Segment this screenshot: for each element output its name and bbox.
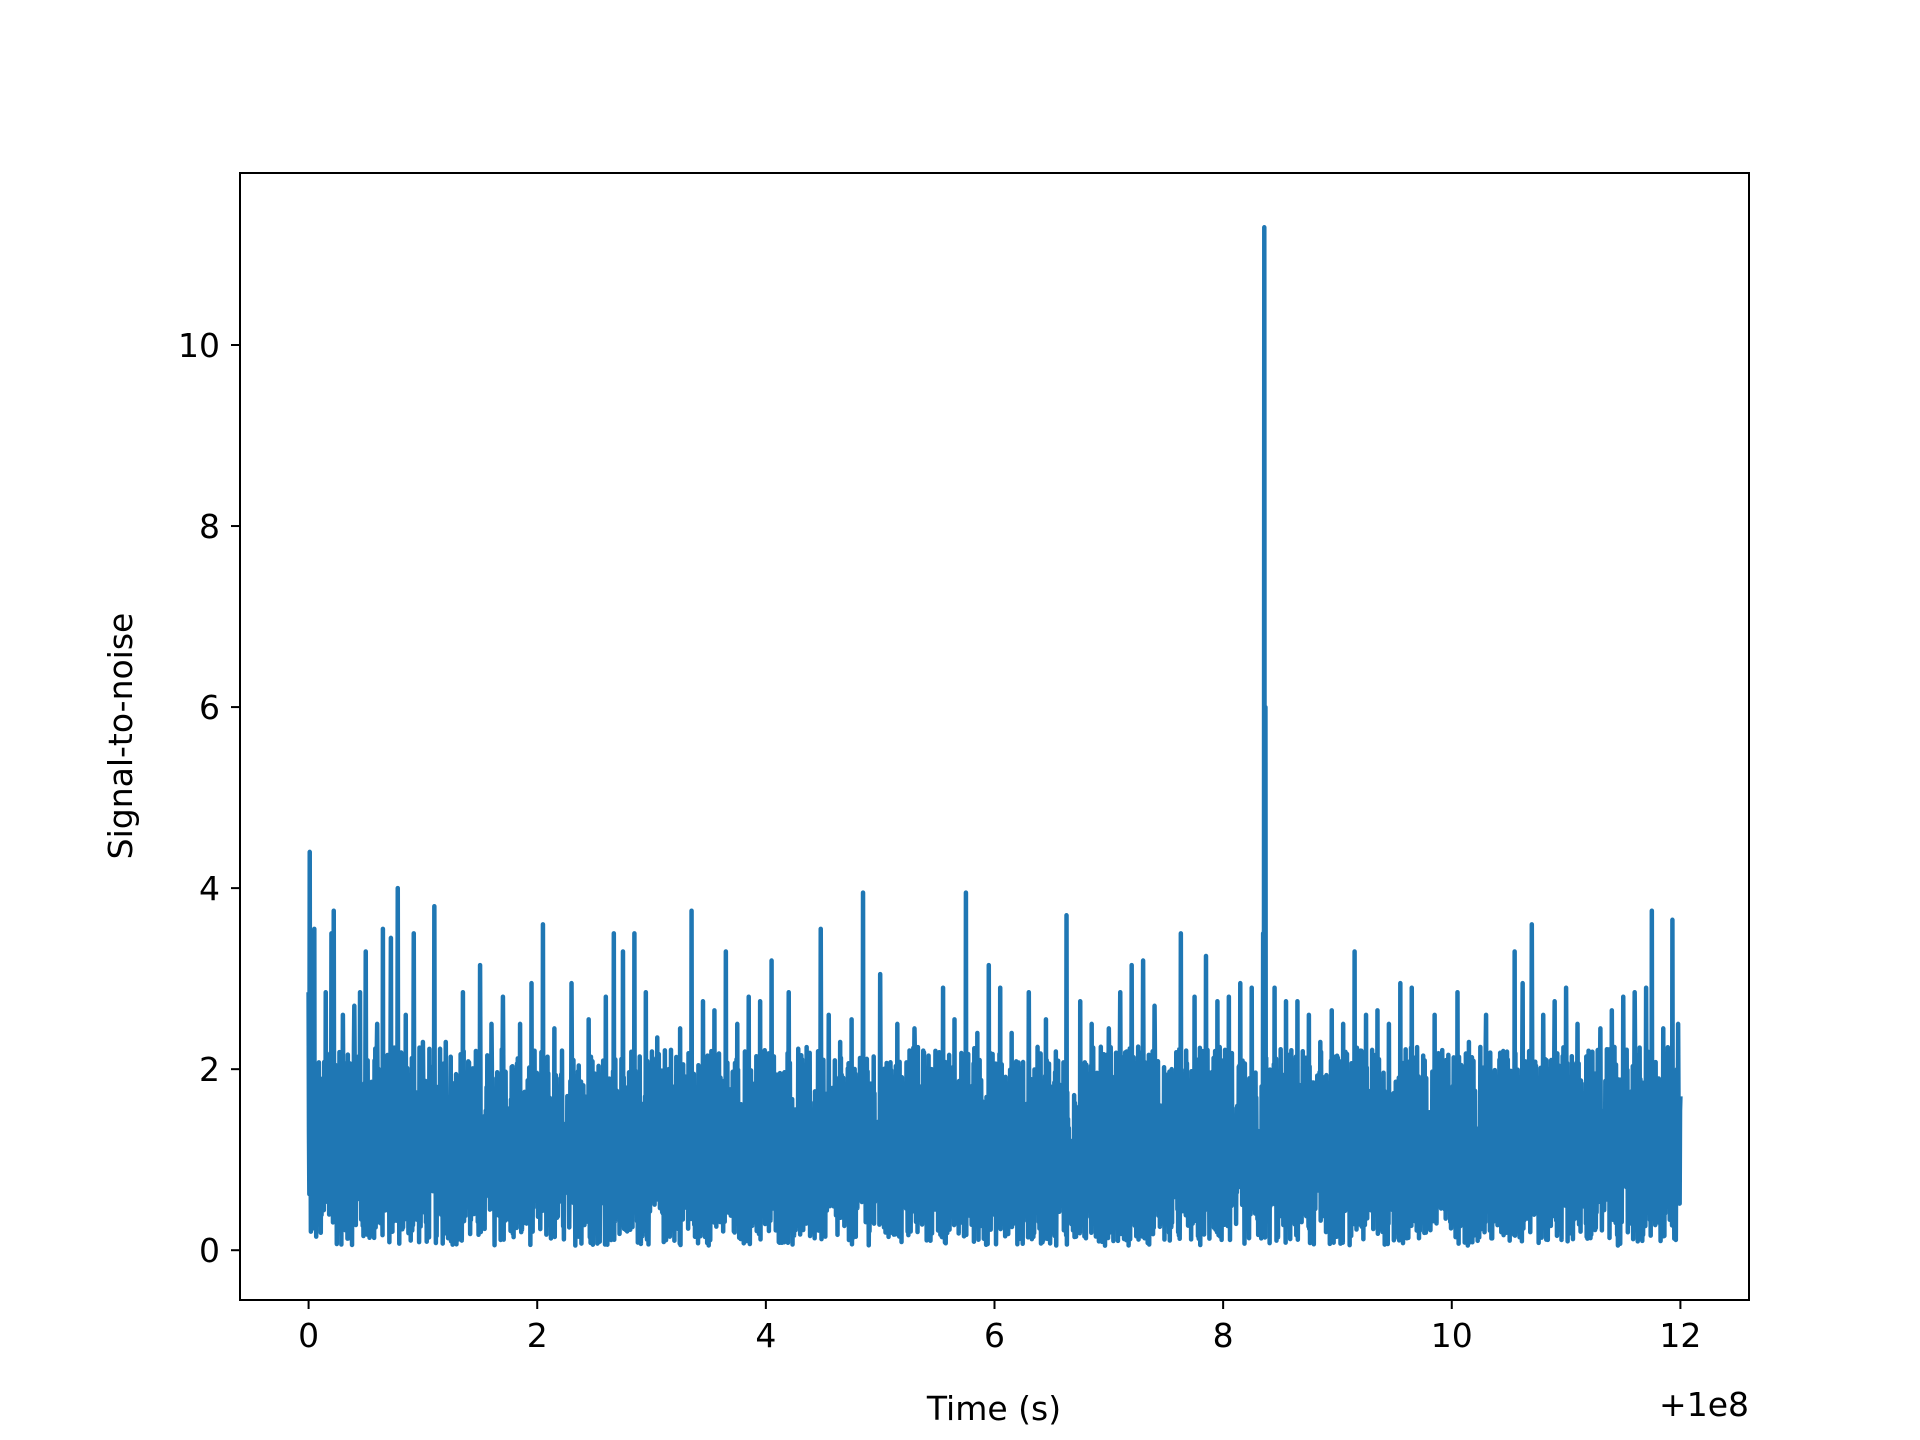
series-group (306, 225, 1683, 1248)
x-tick-label: 2 (527, 1316, 548, 1355)
y-tick-label: 6 (199, 688, 220, 727)
x-tick-label: 6 (984, 1316, 1005, 1355)
x-tick-label: 8 (1213, 1316, 1234, 1355)
x-axis: 0 2 4 6 8 10 12 (298, 1300, 1701, 1355)
x-tick-label: 12 (1659, 1316, 1701, 1355)
x-axis-offset-text: +1e8 (1659, 1385, 1749, 1424)
y-tick-label: 0 (199, 1231, 220, 1270)
x-axis-label: Time (s) (926, 1389, 1061, 1428)
y-tick-label: 10 (178, 326, 220, 365)
snr-series-line (306, 225, 1683, 1248)
y-tick-label: 8 (199, 507, 220, 546)
y-axis-label: Signal-to-noise (101, 613, 140, 860)
x-tick-label: 4 (755, 1316, 776, 1355)
x-tick-label: 0 (298, 1316, 319, 1355)
y-tick-label: 2 (199, 1050, 220, 1089)
y-tick-label: 4 (199, 869, 220, 908)
x-tick-label: 10 (1431, 1316, 1473, 1355)
y-axis: 0 2 4 6 8 10 (178, 326, 240, 1270)
